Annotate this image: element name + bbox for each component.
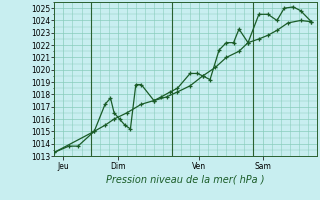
X-axis label: Pression niveau de la mer( hPa ): Pression niveau de la mer( hPa ) (106, 175, 265, 185)
